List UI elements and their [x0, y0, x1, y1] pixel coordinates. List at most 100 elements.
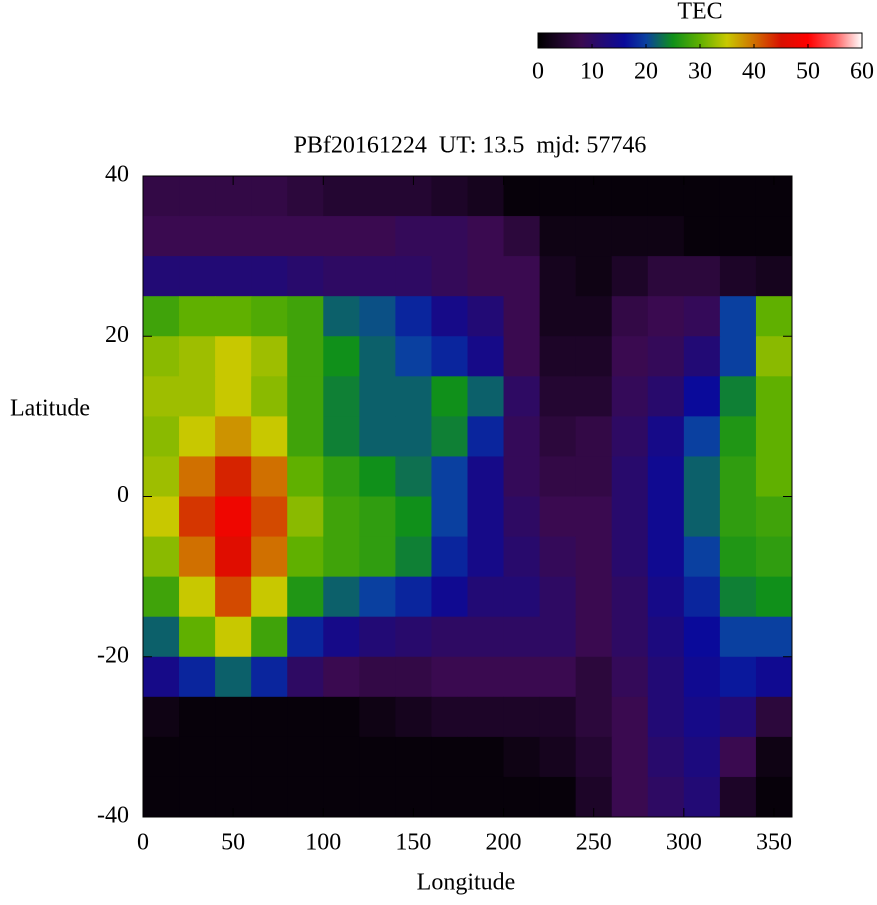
heat-cell: [467, 576, 505, 618]
heat-cell: [143, 736, 180, 778]
heat-cell: [251, 176, 288, 217]
colorbar-tick-label: 10: [580, 59, 604, 85]
heat-cell: [719, 496, 757, 538]
heat-cell: [539, 656, 577, 698]
heat-cell: [179, 176, 216, 217]
heat-cell: [539, 736, 577, 778]
heat-cell: [143, 656, 180, 698]
y-tick-label: 20: [105, 322, 129, 348]
heat-cell: [179, 536, 216, 578]
heat-cell: [395, 456, 432, 497]
heat-cell: [611, 776, 649, 818]
heat-cell: [143, 576, 180, 618]
heat-cell: [215, 496, 252, 538]
heat-cell: [503, 536, 541, 578]
heat-cell: [251, 376, 288, 417]
heat-cell: [431, 536, 468, 578]
heat-cell: [359, 256, 396, 297]
heat-cell: [647, 616, 685, 658]
heat-cell: [287, 176, 324, 217]
heat-cell: [539, 216, 577, 257]
heat-cell: [503, 616, 541, 658]
heat-cell: [395, 496, 432, 538]
heat-cell: [179, 696, 216, 738]
x-tick-label: 50: [221, 830, 245, 856]
heat-cell: [575, 256, 613, 297]
heat-cell: [359, 376, 396, 417]
heat-cell: [647, 536, 685, 578]
heat-cell: [611, 296, 649, 337]
heat-cell: [179, 376, 216, 417]
heat-cell: [719, 776, 757, 818]
heat-cell: [179, 256, 216, 297]
heat-cell: [755, 656, 793, 698]
heat-cell: [719, 696, 757, 738]
colorbar-tick-label: 60: [850, 59, 874, 85]
heat-cell: [215, 376, 252, 417]
heat-cell: [719, 296, 757, 337]
colorbar-tick-label: 0: [532, 59, 544, 85]
heat-cell: [683, 416, 721, 457]
heat-cell: [251, 616, 288, 658]
heat-cell: [323, 776, 360, 818]
heat-cell: [611, 496, 649, 538]
heat-cell: [755, 296, 793, 337]
heat-cell: [287, 616, 324, 658]
heat-cell: [539, 296, 577, 337]
heat-cell: [431, 736, 468, 778]
heat-cell: [647, 376, 685, 417]
heat-cell: [467, 496, 505, 538]
heat-cell: [503, 456, 541, 497]
heat-cell: [323, 296, 360, 337]
heat-cell: [467, 656, 505, 698]
heat-cell: [431, 656, 468, 698]
heat-cell: [431, 576, 468, 618]
heat-cell: [611, 216, 649, 257]
heat-cell: [719, 536, 757, 578]
heat-cell: [539, 336, 577, 377]
heat-cell: [287, 776, 324, 818]
heat-cell: [539, 776, 577, 818]
heat-cell: [395, 736, 432, 778]
heat-cell: [719, 256, 757, 297]
heat-cell: [431, 456, 468, 497]
heat-cell: [755, 536, 793, 578]
heat-cell: [287, 456, 324, 497]
heat-cell: [179, 576, 216, 618]
heat-cell: [287, 416, 324, 457]
heat-cell: [647, 296, 685, 337]
heat-cell: [683, 776, 721, 818]
heat-cell: [683, 616, 721, 658]
x-tick-label: 350: [756, 830, 792, 856]
heat-cell: [575, 336, 613, 377]
heat-cell: [395, 296, 432, 337]
heat-cell: [251, 496, 288, 538]
heat-cell: [431, 216, 468, 257]
heat-cell: [215, 696, 252, 738]
heat-cell: [503, 696, 541, 738]
heat-cell: [539, 536, 577, 578]
heat-cell: [575, 376, 613, 417]
heat-cell: [215, 576, 252, 618]
heat-cell: [143, 776, 180, 818]
heat-cell: [539, 576, 577, 618]
y-axis-label: Latitude: [10, 396, 90, 422]
heat-cell: [647, 416, 685, 457]
colorbar-tick-label: 40: [742, 59, 766, 85]
heat-cell: [467, 776, 505, 818]
heat-cell: [467, 536, 505, 578]
heat-cell: [323, 216, 360, 257]
heat-cell: [467, 376, 505, 417]
heat-cell: [287, 496, 324, 538]
colorbar-tick-label: 30: [688, 59, 712, 85]
heat-cell: [431, 416, 468, 457]
heat-cell: [503, 336, 541, 377]
heat-cell: [179, 456, 216, 497]
y-tick-label: 0: [117, 482, 129, 508]
heat-cell: [647, 656, 685, 698]
heat-cell: [719, 576, 757, 618]
heat-cell: [719, 656, 757, 698]
heat-cell: [215, 296, 252, 337]
heat-cell: [539, 416, 577, 457]
y-tick-label: 40: [105, 162, 129, 188]
